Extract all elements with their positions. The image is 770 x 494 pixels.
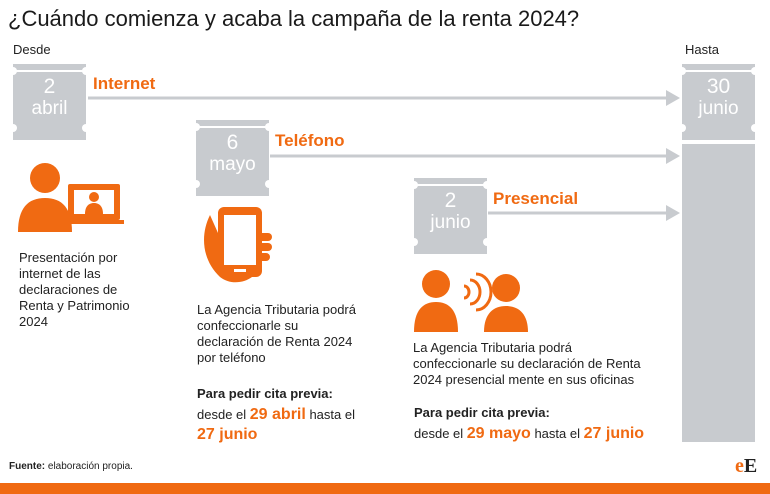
calendar-end: 30 junio <box>678 64 759 140</box>
desc-line: La Agencia Tributaria podrá <box>413 340 572 355</box>
calendar-day: 6 <box>226 131 239 154</box>
calendar-day: 2 <box>444 189 457 212</box>
calendar-month: junio <box>430 212 471 233</box>
calendar-start-presencial: 2 junio <box>410 178 491 254</box>
smartphone-hand-icon <box>204 207 272 283</box>
cita-range-telefono: desde el 29 abril hasta el <box>197 406 355 424</box>
hasta-label: Hasta <box>685 42 719 57</box>
desc-line: Renta y Patrimonio <box>19 298 130 313</box>
desc-line: confeccionarle su <box>197 318 299 333</box>
publisher-logo: eE <box>735 455 757 478</box>
footer-bar <box>0 483 770 494</box>
footer-label: Fuente: <box>9 461 46 472</box>
footer-source: Fuente: elaboración propia. <box>9 461 133 472</box>
calendar-month: abril <box>31 98 68 119</box>
cita-end-telefono: 27 junio <box>197 426 257 444</box>
page-title: ¿Cuándo comienza y acaba la campaña de l… <box>8 6 580 31</box>
cita-label-presencial: Para pedir cita previa: <box>414 405 550 420</box>
channel-telefono: Teléfono <box>275 131 345 150</box>
range-text: desde el <box>197 407 247 422</box>
calendar-day: 30 <box>706 75 731 98</box>
calendar-day: 2 <box>43 75 56 98</box>
desc-internet: Presentación por internet de las declara… <box>19 250 169 330</box>
range-text: hasta el <box>309 407 355 422</box>
calendar-month: mayo <box>209 154 256 175</box>
cita-range-presencial: desde el 29 mayo hasta el 27 junio <box>414 425 644 443</box>
channel-internet: Internet <box>93 74 156 93</box>
people-talking-icon <box>414 270 528 332</box>
desc-line: La Agencia Tributaria podrá <box>197 302 356 317</box>
range-text: hasta el <box>534 426 580 441</box>
desc-presencial: La Agencia Tributaria podrá confeccionar… <box>413 340 673 388</box>
computer-user-icon <box>18 163 124 232</box>
calendar-start-telefono: 6 mayo <box>192 120 273 196</box>
arrow-head-telefono <box>666 148 680 164</box>
range-text: desde el <box>414 426 464 441</box>
logo-E: E <box>743 455 758 477</box>
desc-line: 2024 <box>19 314 48 329</box>
logo-e: e <box>735 455 744 477</box>
range-start-date: 29 abril <box>249 406 306 423</box>
footer-text: elaboración propia. <box>45 461 133 472</box>
desc-line: internet de las <box>19 266 101 281</box>
range-end-date: 27 junio <box>583 425 645 442</box>
desc-line: Presentación por <box>19 250 118 265</box>
desde-label: Desde <box>13 42 51 57</box>
calendar-start-internet: 2 abril <box>9 64 90 140</box>
arrow-head-internet <box>666 90 680 106</box>
range-start-date: 29 mayo <box>466 425 531 442</box>
cita-label-telefono: Para pedir cita previa: <box>197 386 333 401</box>
desc-line: 2024 presencial mente en sus oficinas <box>413 372 635 387</box>
calendar-month: junio <box>698 98 739 119</box>
desc-line: confeccionarle su declaración de Renta <box>413 356 641 371</box>
end-bar <box>682 144 755 442</box>
arrow-head-presencial <box>666 205 680 221</box>
desc-line: por teléfono <box>197 350 266 365</box>
desc-telefono: La Agencia Tributaria podrá confeccionar… <box>197 302 397 366</box>
desc-line: declaraciones de <box>19 282 118 297</box>
range-end-date: 27 junio <box>197 426 258 443</box>
desc-line: declaración de Renta 2024 <box>197 334 353 349</box>
channel-presencial: Presencial <box>493 189 579 208</box>
